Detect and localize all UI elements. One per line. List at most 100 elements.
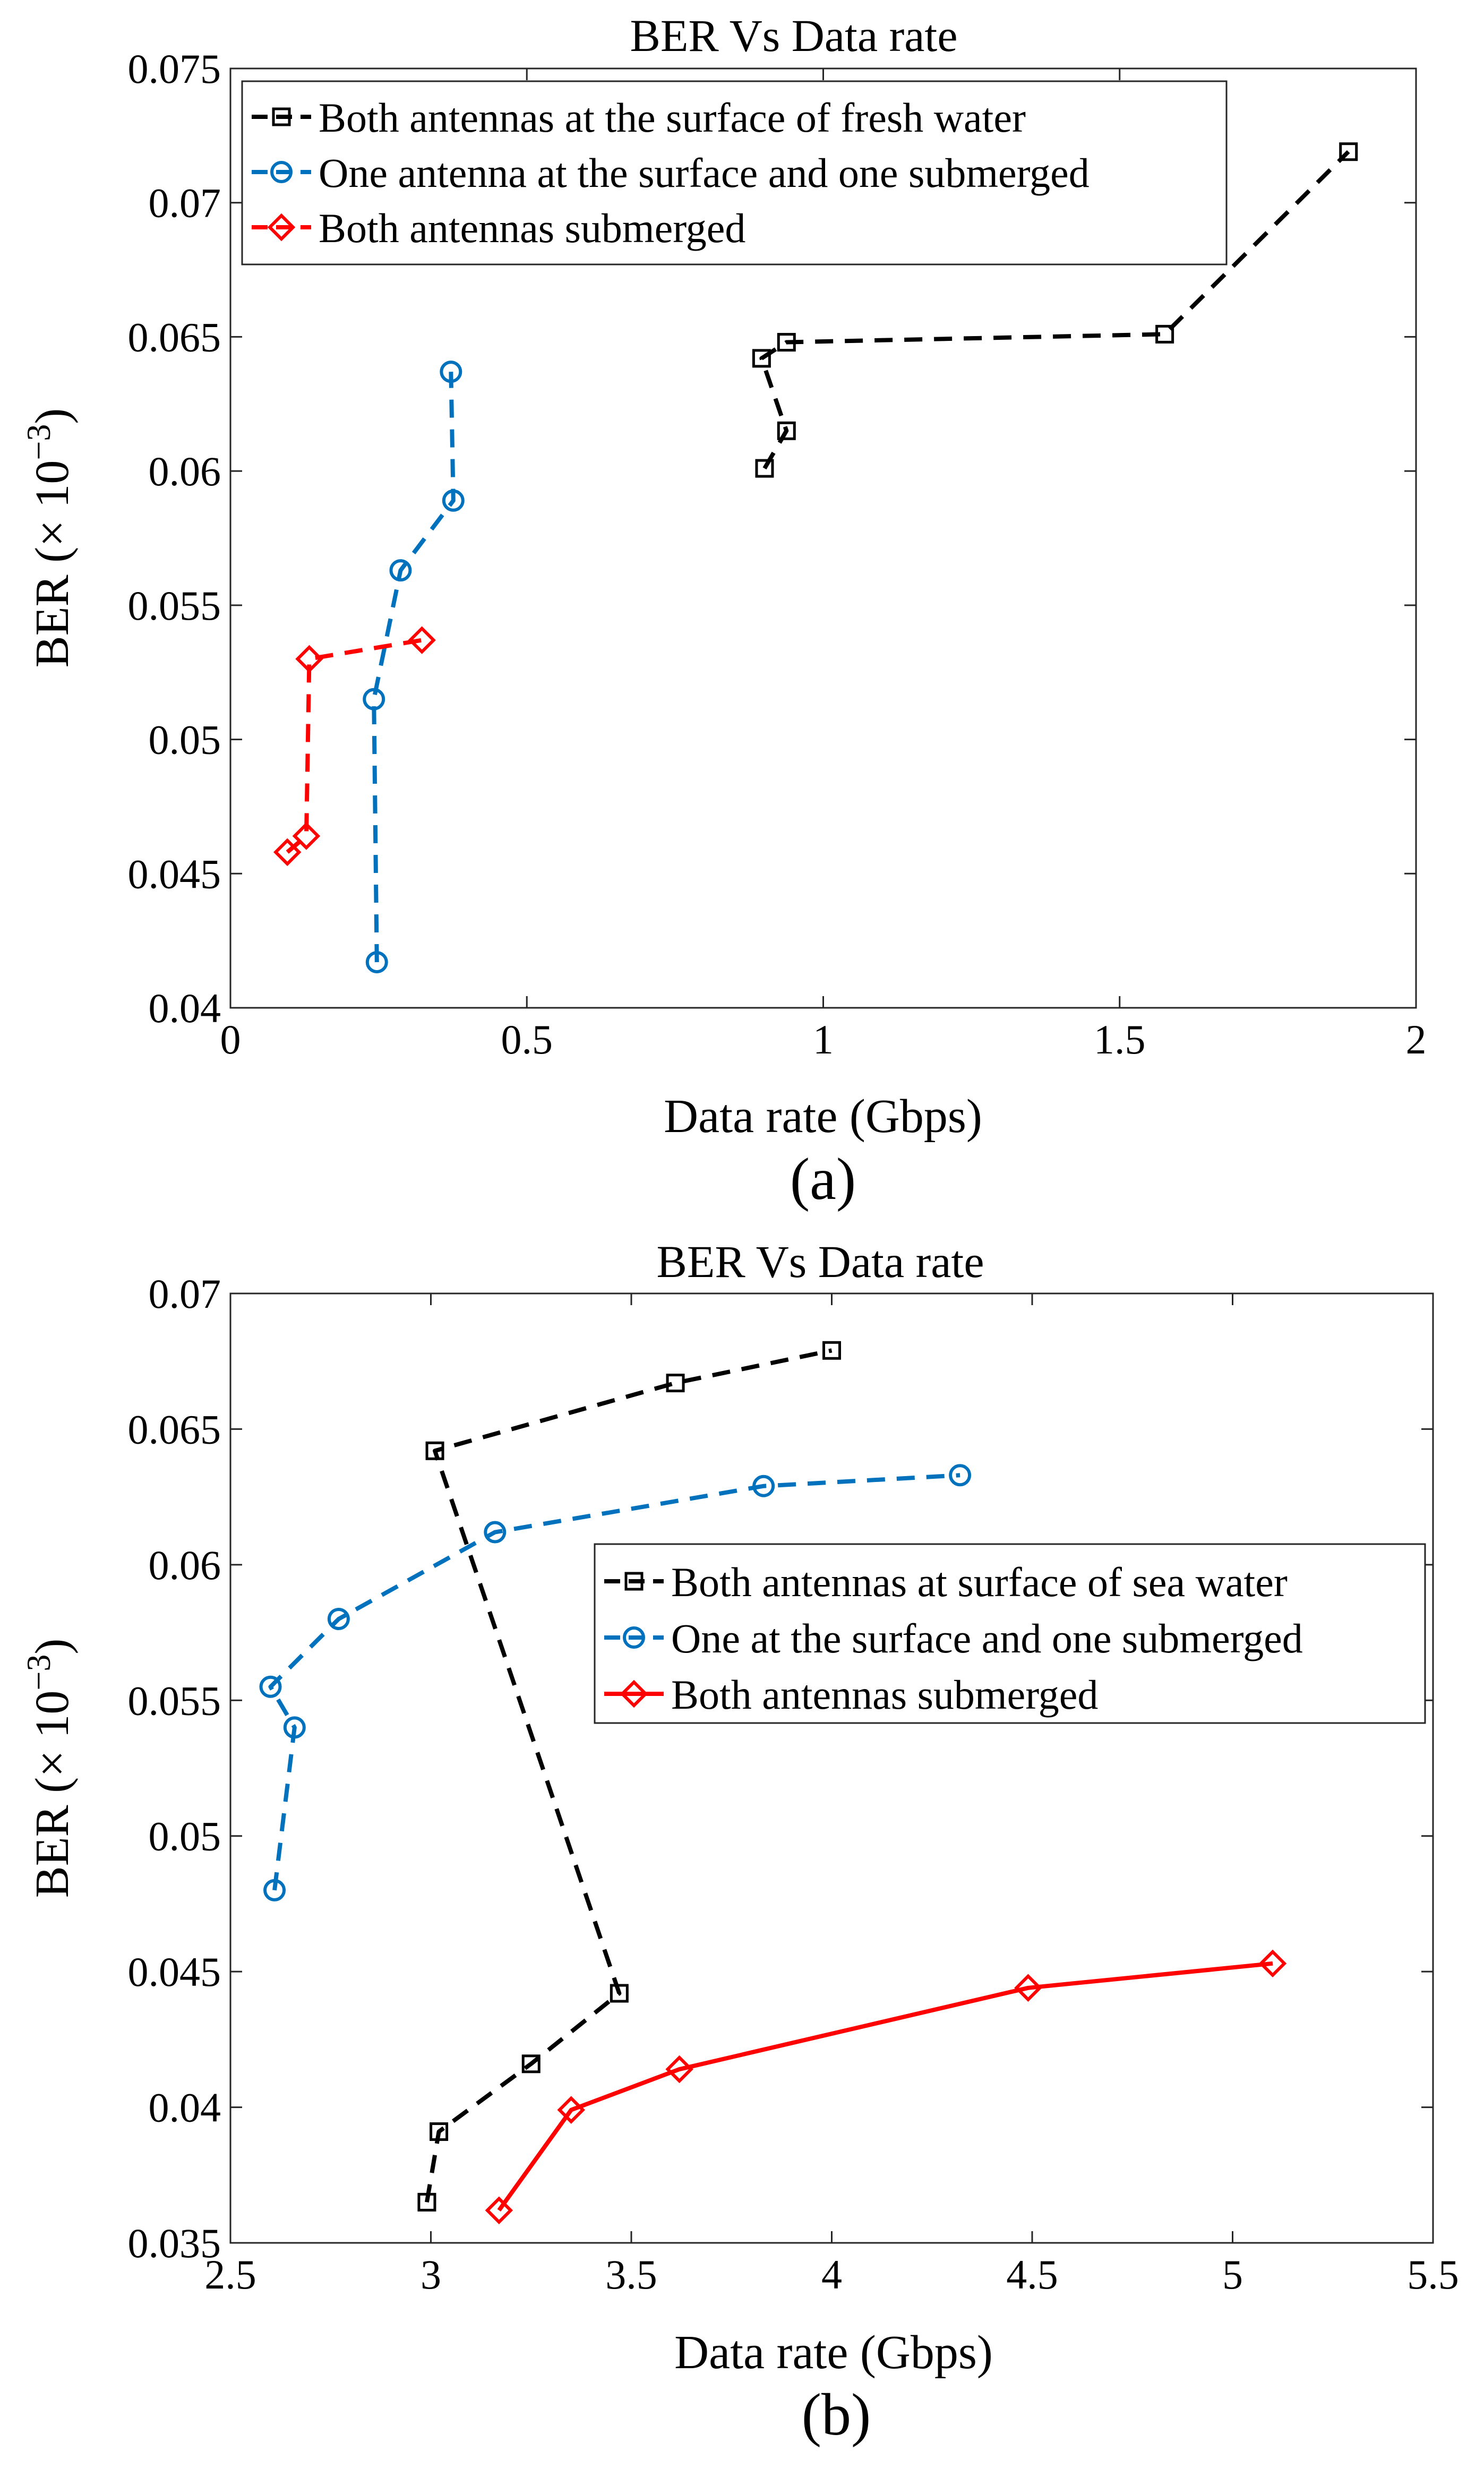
x-tick-label: 5.5 <box>1407 2251 1459 2298</box>
y-tick-label: 0.045 <box>128 851 221 897</box>
chart-a-x-label: Data rate (Gbps) <box>664 1090 982 1143</box>
data-point-diamond <box>408 626 436 654</box>
legend-box <box>594 1543 1426 1724</box>
chart-b-y-label: BER (× 10−3) <box>20 1639 79 1898</box>
chart-a-y-ticks: 0.04 0.045 0.05 0.055 0.06 0.065 0.07 0.075 <box>128 46 1416 1031</box>
data-point-circle <box>389 559 412 582</box>
data-point-square <box>610 1984 629 2003</box>
y-tick-label: 0.065 <box>128 1406 221 1452</box>
y-tick-label: 0.04 <box>149 985 221 1031</box>
x-tick-label: 1 <box>813 1016 834 1062</box>
chart-a-y-label-exponent: −3 <box>20 424 57 460</box>
series-line-1 <box>759 150 1350 470</box>
legend-label: Both antennas at surface of sea water <box>671 1559 1288 1605</box>
data-point-square <box>417 2192 436 2212</box>
data-point-square <box>777 421 796 440</box>
x-tick-label: 3.5 <box>605 2251 657 2298</box>
data-point-square <box>1155 324 1174 344</box>
chart-b: BER Vs Data rate 2.5 3 3.5 4 4.5 5 5.5 0.0350.… <box>20 1236 1459 2448</box>
y-tick-label: 0.05 <box>149 1813 221 1859</box>
data-point-circle <box>259 1675 282 1698</box>
data-point-square <box>755 459 774 478</box>
chart-a: BER Vs Data rate 0 0.5 1 1.5 2 0.04 0.045 0.05… <box>20 10 1427 1212</box>
data-point-diamond <box>292 822 321 850</box>
y-tick-label: 0.07 <box>149 180 221 226</box>
chart-b-series <box>259 1341 1287 2224</box>
data-point-square <box>822 1341 841 1360</box>
chart-b-caption: (b) <box>802 2382 871 2448</box>
data-point-diamond <box>1258 1949 1287 1978</box>
data-point-square <box>1339 142 1358 161</box>
chart-a-x-ticks: 0 0.5 1 1.5 2 <box>220 68 1427 1062</box>
x-tick-label: 5 <box>1222 2251 1243 2298</box>
chart-b-plot-area <box>229 1292 1434 2244</box>
data-point-circle <box>283 1716 306 1739</box>
x-tick-label: 0 <box>220 1016 241 1062</box>
x-tick-label: 1.5 <box>1094 1016 1146 1062</box>
y-tick-label: 0.06 <box>149 1542 221 1588</box>
legend-marker-circle <box>270 161 293 183</box>
data-point-square <box>777 333 796 352</box>
x-tick-label: 3 <box>421 2251 441 2298</box>
chart-b-title: BER Vs Data rate <box>657 1236 984 1287</box>
y-tick-label: 0.04 <box>149 2085 221 2131</box>
data-point-circle <box>752 1475 775 1497</box>
x-tick-label: 0.5 <box>501 1016 553 1062</box>
y-tick-label: 0.035 <box>128 2220 221 2266</box>
series-line-2 <box>372 372 456 963</box>
data-point-diamond <box>485 2196 513 2224</box>
legend-label: Both antennas submerged <box>319 205 745 251</box>
data-point-circle <box>949 1464 972 1487</box>
legend-marker-diamond <box>620 1679 648 1708</box>
data-point-square <box>425 1441 444 1460</box>
data-point-circle <box>363 688 385 710</box>
chart-a-series <box>273 142 1358 974</box>
data-point-circle <box>440 361 462 383</box>
data-point-diamond <box>273 838 302 867</box>
chart-a-y-label: BER (× 10−3) <box>20 408 79 668</box>
y-tick-label: 0.05 <box>149 717 221 763</box>
data-point-circle <box>442 489 465 512</box>
legend-label: One at the surface and one submerged <box>671 1615 1303 1661</box>
chart-b-y-label-close: ) <box>26 1639 79 1655</box>
series-line-3 <box>286 638 423 854</box>
data-point-circle <box>365 951 388 974</box>
data-point-square <box>666 1374 685 1393</box>
legend-marker-circle <box>623 1626 645 1649</box>
y-tick-label: 0.065 <box>128 314 221 360</box>
legend-marker-square <box>272 107 291 126</box>
chart-a-y-label-close: ) <box>26 408 79 424</box>
x-tick-label: 4 <box>821 2251 842 2298</box>
legend-marker-square <box>624 1572 644 1591</box>
data-point-circle <box>484 1521 507 1544</box>
data-point-diamond <box>557 2096 585 2124</box>
y-tick-label: 0.045 <box>128 1949 221 1995</box>
data-point-circle <box>263 1879 286 1901</box>
legend-box <box>241 80 1228 265</box>
legend-marker-diamond <box>267 213 296 242</box>
legend-label: Both antennas at the surface of fresh wa… <box>319 95 1026 141</box>
legend-label: Both antennas submerged <box>671 1672 1098 1718</box>
chart-a-title: BER Vs Data rate <box>630 10 958 61</box>
x-tick-label: 2 <box>1406 1016 1427 1062</box>
chart-a-legend: Both antennas at the surface of fresh wa… <box>241 80 1228 265</box>
series-line-1 <box>425 1348 833 2203</box>
data-point-square <box>752 349 771 368</box>
series-line-2 <box>268 1473 960 1891</box>
data-point-diamond <box>295 645 323 673</box>
chart-a-caption: (a) <box>790 1146 856 1212</box>
series-line-3 <box>497 1961 1273 2212</box>
chart-a-y-label-main: BER (× 10 <box>26 460 79 668</box>
chart-b-legend: Both antennas at surface of sea water One… <box>594 1543 1426 1724</box>
chart-b-x-ticks: 2.5 3 3.5 4 4.5 5 5.5 <box>204 1293 1459 2298</box>
chart-b-y-ticks: 0.035 0.04 0.045 0.05 0.055 0.06 0.065 0.07 <box>128 1271 1433 2266</box>
y-tick-label: 0.07 <box>149 1271 221 1317</box>
chart-b-y-label-main: BER (× 10 <box>26 1691 79 1898</box>
y-tick-label: 0.055 <box>128 582 221 629</box>
data-point-diamond <box>665 2055 693 2084</box>
y-tick-label: 0.075 <box>128 46 221 92</box>
data-point-diamond <box>1014 1974 1042 2002</box>
y-tick-label: 0.055 <box>128 1677 221 1724</box>
x-tick-label: 4.5 <box>1006 2251 1058 2298</box>
